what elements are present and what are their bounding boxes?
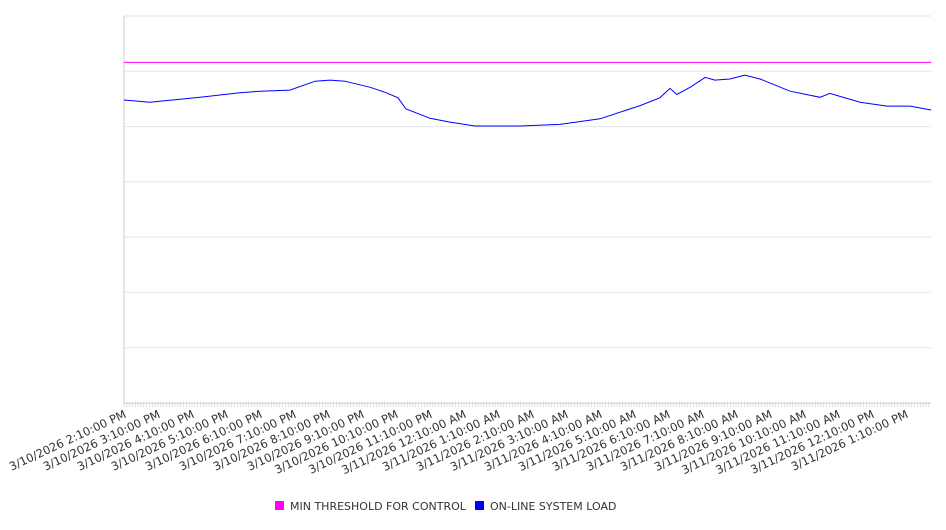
legend-label: MIN THRESHOLD FOR CONTROL: [290, 500, 467, 513]
system-load-line: [123, 74, 932, 127]
legend-label: ON-LINE SYSTEM LOAD: [490, 500, 616, 513]
series-lines: [123, 61, 932, 127]
legend: MIN THRESHOLD FOR CONTROL ON-LINE SYSTEM …: [275, 500, 616, 513]
grid-lines: [124, 15, 931, 349]
legend-swatch: [475, 501, 484, 510]
legend-swatch: [275, 501, 284, 510]
x-tick-labels: 3/10/2026 2:10:00 PM3/10/2026 3:10:00 PM…: [7, 407, 910, 477]
axes: [123, 16, 931, 407]
